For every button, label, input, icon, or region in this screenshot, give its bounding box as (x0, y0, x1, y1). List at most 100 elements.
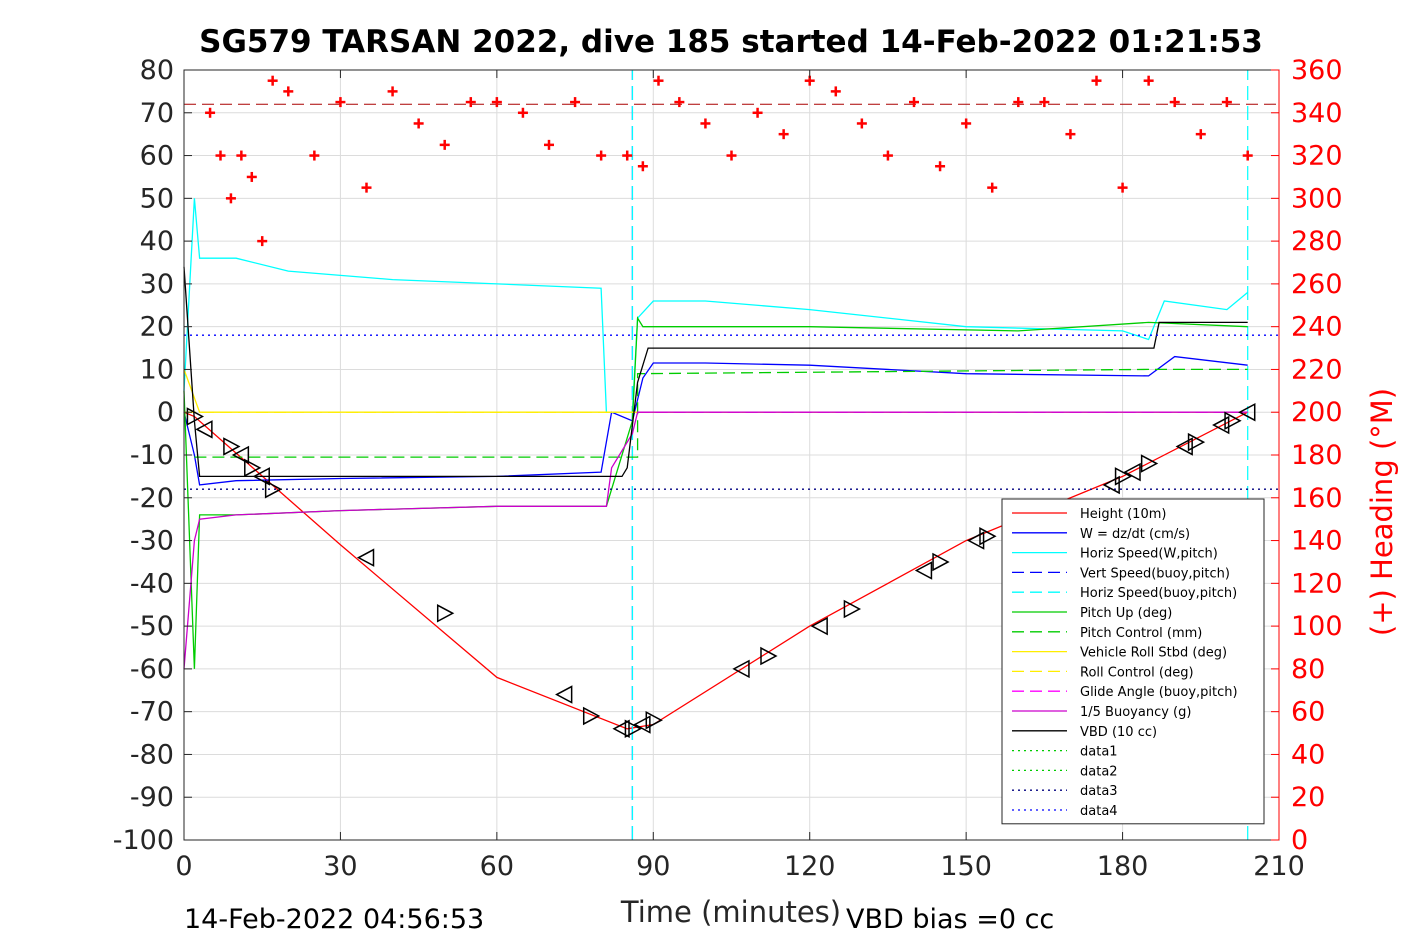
heading-point (225, 193, 236, 204)
x-tick-label: 60 (480, 851, 514, 882)
y-tick-label: 80 (140, 55, 174, 86)
axis-ticks: 0 30 60 90 120 150 180 21080706050403020100-10-… (113, 55, 1343, 882)
y-right-tick-label: 80 (1291, 654, 1325, 685)
series-line-10 (183, 411, 1248, 669)
height-marker (843, 599, 862, 619)
y-tick-label: 50 (140, 183, 174, 214)
height-marker (760, 646, 778, 666)
y-tick-label: 40 (140, 226, 174, 257)
heading-point (1065, 129, 1076, 140)
heading-point (596, 150, 607, 161)
x-tick-label: 90 (636, 851, 670, 882)
y-right-tick-label: 100 (1291, 611, 1343, 642)
height-marker (612, 719, 630, 739)
x-tick-label: 30 (323, 851, 357, 882)
y-right-tick-label: 220 (1291, 354, 1343, 385)
legend-entry: data1 (1080, 745, 1118, 760)
heading-point (1195, 129, 1206, 140)
y-tick-label: -100 (113, 825, 174, 856)
x-tick-label: 150 (940, 851, 992, 882)
y-right-tick-label: 40 (1291, 739, 1325, 770)
height-marker (195, 420, 213, 439)
y-right-tick-label: 340 (1291, 98, 1343, 129)
heading-point (236, 150, 247, 161)
y-tick-label: -40 (130, 568, 174, 599)
footer-vbd-bias: VBD bias =0 cc (846, 904, 1054, 935)
y-tick-label: -70 (130, 697, 174, 728)
heading-point (752, 107, 763, 118)
y-right-tick-label: 180 (1291, 440, 1343, 471)
heading-point (830, 86, 841, 97)
y-right-tick-label: 280 (1291, 226, 1343, 257)
heading-point (517, 107, 528, 118)
heading-point (215, 150, 226, 161)
y-tick-label: 20 (140, 312, 174, 343)
legend-entry: Vehicle Roll Stbd (deg) (1080, 646, 1227, 661)
legend-entry: Roll Control (deg) (1080, 665, 1194, 680)
height-marker (1114, 467, 1133, 486)
height-marker (966, 531, 985, 550)
height-marker (914, 561, 933, 580)
y-tick-label: -30 (130, 526, 174, 557)
legend-entry: W = dz/dt (cm/s) (1080, 527, 1190, 542)
legend-entry: Pitch Control (mm) (1080, 626, 1202, 641)
legend-entry: Glide Angle (buoy,pitch) (1080, 685, 1238, 700)
heading-point (637, 161, 648, 172)
height-marker (582, 706, 601, 726)
height-marker (356, 548, 375, 567)
height-marker (1140, 454, 1159, 473)
heading-point (1117, 182, 1128, 193)
heading-point (882, 150, 893, 161)
heading-point (309, 150, 320, 161)
height-marker (555, 685, 573, 704)
legend-entry: data3 (1080, 784, 1118, 799)
heading-point (491, 97, 502, 108)
y-right-tick-label: 20 (1291, 782, 1325, 813)
heading-point (465, 97, 476, 108)
heading-point (778, 129, 789, 140)
height-marker (1175, 437, 1193, 456)
heading-point (1013, 97, 1024, 108)
y-tick-label: 10 (140, 354, 174, 385)
heading-point (387, 86, 398, 97)
y-right-tick-label: 120 (1291, 568, 1343, 599)
height-marker (1224, 411, 1242, 431)
y-right-tick-label: 300 (1291, 183, 1343, 214)
x-axis-label: Time (minutes) (620, 895, 841, 929)
y-right-tick-label: 360 (1291, 55, 1343, 86)
heading-point (246, 171, 257, 182)
legend-entry: Horiz Speed(buoy,pitch) (1080, 586, 1237, 601)
heading-point (439, 139, 450, 150)
y-tick-label: -50 (130, 611, 174, 642)
y-tick-label: -90 (130, 782, 174, 813)
height-marker (244, 458, 262, 478)
x-tick-label: 210 (1253, 851, 1305, 882)
heading-point (413, 118, 424, 129)
legend-entry: Height (10m) (1080, 507, 1166, 522)
heading-point (961, 118, 972, 129)
heading-point (544, 139, 554, 150)
height-marker (645, 710, 663, 730)
y-right-tick-label: 240 (1291, 312, 1343, 343)
heading-point (1143, 75, 1154, 86)
height-marker (264, 479, 283, 499)
y-right-tick-label: 60 (1291, 697, 1325, 728)
heading-point (335, 97, 346, 108)
height-marker (186, 407, 205, 426)
heading-point (205, 107, 216, 118)
height-marker (932, 552, 950, 572)
heading-point (935, 161, 946, 172)
heading-point (909, 97, 919, 108)
heading-point (653, 75, 664, 86)
heading-point (987, 182, 998, 193)
heading-point (1242, 150, 1253, 161)
y-tick-label: 30 (140, 269, 174, 300)
heading-point (570, 97, 581, 108)
heading-point (1039, 97, 1050, 108)
x-tick-label: 0 (175, 851, 192, 882)
height-marker (252, 467, 270, 486)
y-tick-label: -80 (130, 739, 174, 770)
height-marker (1212, 415, 1230, 435)
y-right-tick-label: 140 (1291, 526, 1343, 557)
y-right-tick-label: 320 (1291, 141, 1343, 172)
